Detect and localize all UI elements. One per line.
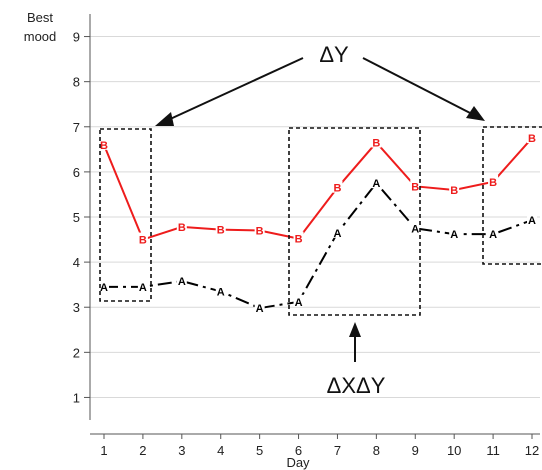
x-tick-label: 7 (334, 443, 341, 458)
delta-x-delta-y-label: ΔXΔY (327, 373, 386, 398)
annotations: ΔY ΔXΔY (99, 42, 542, 398)
data-point-A: A (489, 229, 497, 241)
point-background (293, 294, 304, 307)
point-background (215, 222, 226, 235)
data-point-A: A (411, 223, 419, 235)
x-tick-label: 11 (486, 443, 500, 458)
delta-x-delta-y-box (288, 127, 421, 316)
y-tick-label: 2 (73, 345, 80, 360)
data-point-B: B (256, 226, 264, 238)
point-background (527, 131, 537, 144)
point-background (332, 180, 343, 193)
y-tick-label: 4 (73, 255, 80, 270)
x-tick-label: 8 (373, 443, 380, 458)
data-point-A: A (450, 229, 458, 241)
data-point-A: A (217, 286, 225, 298)
y-tick-label: 5 (73, 210, 80, 225)
data-point-A: A (528, 215, 536, 227)
point-background (410, 221, 421, 234)
data-point-A: A (333, 228, 341, 240)
point-background (176, 274, 187, 287)
series: A A A A A A A A A A A A B B B B B B B B B B B B (99, 131, 537, 315)
data-point-B: B (411, 181, 419, 193)
point-background (371, 176, 382, 189)
data-point-B: B (178, 222, 186, 234)
y-tick-label: 1 (73, 390, 80, 405)
x-tick-label: 10 (447, 443, 461, 458)
y-axis-title-line1: Best (27, 10, 53, 25)
point-background (99, 137, 109, 150)
data-point-A: A (256, 303, 264, 315)
series-line-B (103, 137, 533, 241)
y-tick-label: 7 (73, 120, 80, 135)
data-point-A: A (372, 178, 380, 190)
point-background (449, 227, 460, 240)
y-tick-label: 3 (73, 300, 80, 315)
data-point-B: B (528, 133, 536, 145)
y-axis-title-line2: mood (24, 29, 57, 44)
point-background (527, 213, 537, 226)
point-background (254, 223, 265, 236)
data-point-B: B (100, 140, 108, 152)
x-tick-label: 5 (256, 443, 263, 458)
delta-y-arrow-left (167, 57, 304, 121)
x-tick-label: 9 (412, 443, 419, 458)
x-tick-label: 1 (100, 443, 107, 458)
data-point-A: A (139, 282, 147, 294)
point-background (176, 219, 187, 232)
point-background (371, 135, 382, 148)
x-tick-label: 4 (217, 443, 224, 458)
data-point-B: B (217, 225, 225, 237)
data-point-A: A (295, 297, 303, 309)
y-tick-label: 9 (73, 30, 80, 45)
x-tick-label: 12 (525, 443, 539, 458)
x-tick-label: 3 (178, 443, 185, 458)
delta-y-arrowhead-left (155, 112, 174, 126)
delta-y-label: ΔY (319, 42, 349, 67)
delta-y-box-right (482, 126, 542, 265)
point-background (293, 231, 304, 244)
y-tick-label: 6 (73, 165, 80, 180)
point-background (215, 284, 226, 297)
data-point-A: A (100, 282, 108, 294)
point-background (137, 232, 148, 245)
delta-y-box-left (99, 128, 152, 302)
delta-y-arrowhead-right (466, 106, 485, 121)
x-tick-label: 2 (139, 443, 146, 458)
x-axis-title: Day (286, 455, 310, 470)
x-tick-label: 6 (295, 443, 302, 458)
axes (89, 14, 540, 435)
point-background (488, 174, 499, 187)
data-point-B: B (295, 234, 303, 246)
delta-x-delta-y-arrowhead (349, 322, 361, 337)
point-background (449, 182, 460, 195)
point-background (488, 227, 499, 240)
data-point-B: B (333, 183, 341, 195)
y-tick-label: 8 (73, 75, 80, 90)
series-line-A (104, 181, 533, 310)
data-point-B: B (139, 235, 147, 247)
point-background (410, 179, 421, 192)
point-background (137, 279, 148, 292)
point-background (99, 279, 109, 292)
data-point-B: B (450, 185, 458, 197)
delta-y-arrow-right (362, 57, 475, 116)
point-background (332, 225, 343, 238)
data-point-B: B (372, 138, 380, 150)
point-background (254, 301, 265, 314)
data-point-A: A (178, 276, 186, 288)
data-point-B: B (489, 177, 497, 189)
